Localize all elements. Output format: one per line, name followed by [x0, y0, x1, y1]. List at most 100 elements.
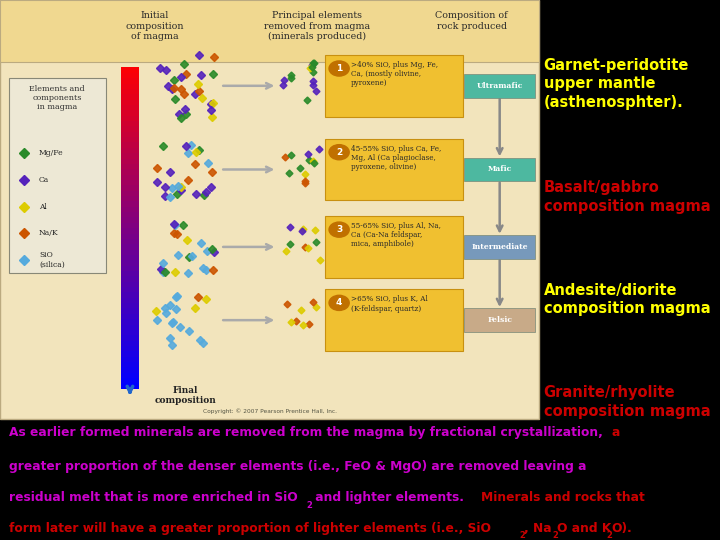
Bar [121, 287, 139, 293]
FancyBboxPatch shape [464, 235, 535, 259]
Bar [121, 281, 139, 287]
FancyBboxPatch shape [464, 158, 535, 181]
Bar [121, 340, 139, 346]
Bar [121, 346, 139, 352]
Bar [121, 367, 139, 373]
Bar [0, 0, 539, 62]
Bar [121, 329, 139, 335]
Text: O).: O). [611, 522, 632, 535]
Bar [121, 308, 139, 314]
Bar [121, 115, 139, 121]
Text: Garnet-peridotite
upper mantle
(asthenosphter).: Garnet-peridotite upper mantle (asthenos… [544, 58, 689, 110]
Bar [121, 222, 139, 228]
Bar [121, 153, 139, 159]
Bar [121, 72, 139, 78]
Bar [121, 276, 139, 282]
Bar [121, 185, 139, 191]
Bar [121, 158, 139, 164]
Bar [121, 104, 139, 110]
Bar [121, 174, 139, 180]
Text: Al: Al [39, 204, 47, 211]
Text: Mg/Fe: Mg/Fe [39, 150, 63, 157]
Bar [121, 67, 139, 73]
Bar [121, 137, 139, 143]
Bar [121, 142, 139, 148]
Bar [121, 292, 139, 298]
Bar [121, 265, 139, 271]
Bar [121, 126, 139, 132]
Text: 45-55% SiO, plus Ca, Fe,
Mg, Al (Ca plagioclase,
pyroxene, olivine): 45-55% SiO, plus Ca, Fe, Mg, Al (Ca plag… [351, 145, 441, 171]
Text: 55-65% SiO, plus Al, Na,
Ca (Ca-Na feldspar,
mica, amphibole): 55-65% SiO, plus Al, Na, Ca (Ca-Na felds… [351, 222, 441, 248]
Circle shape [329, 295, 349, 310]
Text: As earlier formed minerals are removed from the magma by fractional crystallizat: As earlier formed minerals are removed f… [9, 426, 607, 439]
Bar [121, 324, 139, 330]
Text: >40% SiO, plus Mg, Fe,
Ca, (mostly olivine,
pyroxene): >40% SiO, plus Mg, Fe, Ca, (mostly olivi… [351, 61, 438, 87]
Text: and lighter elements.: and lighter elements. [311, 491, 473, 504]
Bar [121, 313, 139, 319]
Text: Intermediate: Intermediate [472, 243, 528, 251]
Text: Granite/rhyolite
composition magma: Granite/rhyolite composition magma [544, 386, 710, 419]
Bar [121, 89, 139, 94]
FancyBboxPatch shape [325, 289, 463, 351]
Text: 2: 2 [607, 531, 613, 540]
FancyBboxPatch shape [9, 78, 106, 273]
Bar [121, 249, 139, 255]
Bar [121, 120, 139, 126]
Bar [121, 319, 139, 325]
FancyBboxPatch shape [325, 216, 463, 278]
Circle shape [329, 145, 349, 160]
Text: 2: 2 [552, 531, 558, 540]
Bar [121, 372, 139, 378]
Bar [121, 212, 139, 218]
Bar [121, 201, 139, 207]
Bar [121, 271, 139, 276]
Bar [121, 110, 139, 116]
Text: Minerals and rocks that: Minerals and rocks that [482, 491, 645, 504]
Bar [121, 163, 139, 169]
Text: Initial
composition
of magma: Initial composition of magma [125, 11, 184, 41]
Text: Elements and
components
in magma: Elements and components in magma [30, 85, 85, 111]
Bar [121, 383, 139, 389]
Text: Final
composition: Final composition [155, 386, 217, 405]
FancyBboxPatch shape [464, 74, 535, 98]
Text: Basalt/gabbro
composition magma: Basalt/gabbro composition magma [544, 180, 710, 214]
Bar [121, 131, 139, 137]
Text: Ca: Ca [39, 177, 49, 184]
Text: Composition of
rock produced: Composition of rock produced [436, 11, 508, 31]
Bar [121, 238, 139, 244]
Text: 2: 2 [519, 531, 525, 540]
Bar [121, 83, 139, 89]
Bar [121, 168, 139, 174]
Bar [121, 361, 139, 367]
Text: greater proportion of the denser elements (i.e., FeO & MgO) are removed leaving : greater proportion of the denser element… [9, 460, 586, 473]
Text: 2: 2 [336, 148, 342, 157]
Text: 3: 3 [336, 225, 342, 234]
Bar [121, 233, 139, 239]
Text: 2: 2 [307, 501, 312, 510]
FancyBboxPatch shape [325, 55, 463, 117]
Bar [121, 351, 139, 356]
Text: SiO
(silica): SiO (silica) [39, 251, 65, 268]
Text: 1: 1 [336, 64, 342, 73]
Text: residual melt that is more enriched in SiO: residual melt that is more enriched in S… [9, 491, 297, 504]
FancyBboxPatch shape [325, 139, 463, 200]
Text: O and K: O and K [557, 522, 611, 535]
Text: Andesite/diorite
composition magma: Andesite/diorite composition magma [544, 283, 710, 316]
Text: Na/K: Na/K [39, 229, 58, 237]
Text: Ultramafic: Ultramafic [477, 82, 523, 90]
Circle shape [329, 222, 349, 237]
Text: Mafic: Mafic [487, 165, 512, 173]
Text: , Na: , Na [524, 522, 552, 535]
Bar [0, 0, 539, 418]
Bar [121, 147, 139, 153]
Bar [121, 228, 139, 233]
Text: form later will have a greater proportion of lighter elements (i.e., SiO: form later will have a greater proportio… [9, 522, 490, 535]
Text: Principal elements
removed from magma
(minerals produced): Principal elements removed from magma (m… [264, 11, 370, 41]
Bar [121, 190, 139, 196]
Bar [121, 377, 139, 383]
Bar [121, 244, 139, 249]
Circle shape [329, 61, 349, 76]
Bar [121, 356, 139, 362]
Bar [121, 78, 139, 84]
Bar [121, 206, 139, 212]
